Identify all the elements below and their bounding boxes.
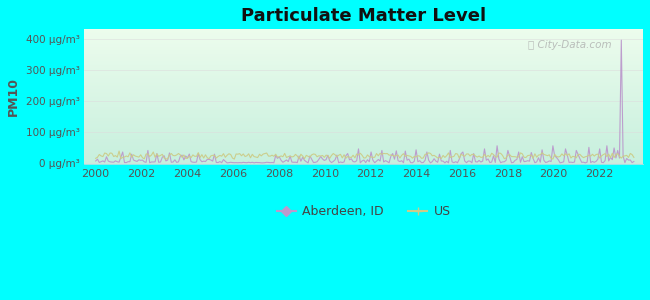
Legend: Aberdeen, ID, US: Aberdeen, ID, US bbox=[272, 200, 456, 223]
Title: Particulate Matter Level: Particulate Matter Level bbox=[241, 7, 486, 25]
Y-axis label: PM10: PM10 bbox=[7, 77, 20, 116]
Text: ⓘ City-Data.com: ⓘ City-Data.com bbox=[528, 40, 612, 50]
